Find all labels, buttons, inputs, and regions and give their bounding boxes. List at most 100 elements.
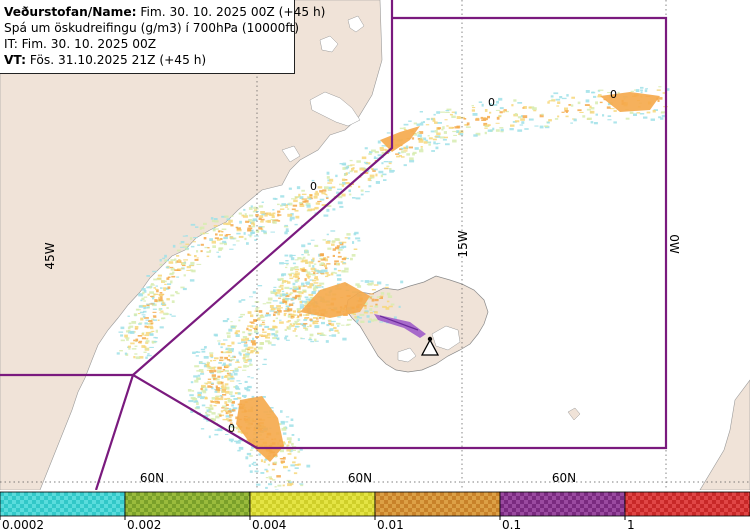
ash-speck [445,110,450,112]
ash-speck [151,318,155,320]
ash-speck [305,303,309,305]
ash-speck [400,280,404,284]
ash-speck [234,392,238,395]
ash-speck [633,113,637,116]
ash-speck [216,251,219,253]
ash-speck [315,340,319,342]
ash-speck [120,334,124,337]
ash-speck [337,249,343,251]
ash-speck [590,121,594,124]
legend-swatches [0,491,750,517]
ash-speck [201,362,206,365]
ash-speck [153,319,157,321]
ash-speck [200,387,203,391]
ash-speck [272,479,276,481]
ash-speck [181,264,186,267]
ash-speck [589,110,595,114]
ash-speck [154,299,158,303]
ash-speck [342,337,347,341]
ash-speck [213,218,218,221]
ash-speck [127,345,131,348]
ash-speck [280,195,285,198]
ash-speck [205,411,207,414]
ash-speck [248,329,252,332]
ash-speck [313,282,319,284]
ash-speck [261,226,265,228]
ash-speck [279,284,284,287]
ash-speck [326,208,330,212]
ash-speck [224,243,227,246]
ash-speck [223,236,228,240]
ash-speck [506,110,509,113]
ash-speck [272,462,277,466]
ash-speck [238,300,242,303]
ash-speck [306,275,311,278]
ash-speck [229,248,234,250]
legend-tick-label: 0.002 [127,518,161,532]
ash-speck [328,322,332,325]
ash-speck [359,313,365,316]
ash-speck [227,410,232,414]
ash-speck [342,262,346,264]
ash-speck [138,293,144,297]
ash-speck [234,367,238,371]
ash-speck [222,394,227,396]
ash-speck [555,98,561,101]
ash-speck [141,297,145,300]
ash-speck [197,391,202,395]
ash-speck [379,321,384,323]
ash-speck [217,381,223,384]
ash-speck [662,92,666,94]
ash-speck [289,216,295,220]
ash-speck [274,486,277,488]
ash-speck [317,332,322,335]
ash-speck [289,218,292,222]
ash-speck [431,150,435,152]
ash-speck [329,328,334,331]
ash-speck [246,327,249,331]
ash-speck [194,255,197,258]
ash-speck [286,479,291,482]
ash-speck [368,185,372,188]
ash-speck [496,116,500,120]
ash-speck [327,205,332,207]
ash-speck [290,464,296,467]
ash-speck [295,294,300,298]
ash-speck [378,170,384,174]
ash-core [236,396,284,462]
ash-speck [222,240,227,244]
ash-speck [456,130,459,133]
ash-speck [307,254,310,256]
ash-speck [221,390,226,393]
ash-speck [224,408,228,411]
ash-speck [510,124,515,127]
ash-speck [218,397,224,401]
ash-speck [379,147,384,150]
ash-speck [371,289,376,291]
ash-speck [235,426,239,430]
ash-speck [220,370,225,372]
ash-speck [285,266,288,269]
ash-speck [222,405,227,408]
ash-speck [183,259,188,261]
ash-speck [280,277,284,281]
ash-speck [237,430,243,433]
ash-speck [417,138,423,140]
ash-speck [360,280,364,282]
ash-speck [351,167,354,171]
ash-speck [376,296,381,299]
ash-speck [304,259,308,262]
ash-speck [295,325,299,328]
ash-speck [385,284,389,286]
ash-speck [284,337,287,340]
ash-speck [141,288,146,291]
ash-speck [265,220,270,223]
ash-speck [244,213,247,216]
ash-speck [347,237,351,240]
ash-speck [591,91,595,94]
ash-speck [277,203,280,206]
ash-speck [242,215,248,218]
ash-speck [215,395,219,399]
ash-speck [145,341,149,344]
